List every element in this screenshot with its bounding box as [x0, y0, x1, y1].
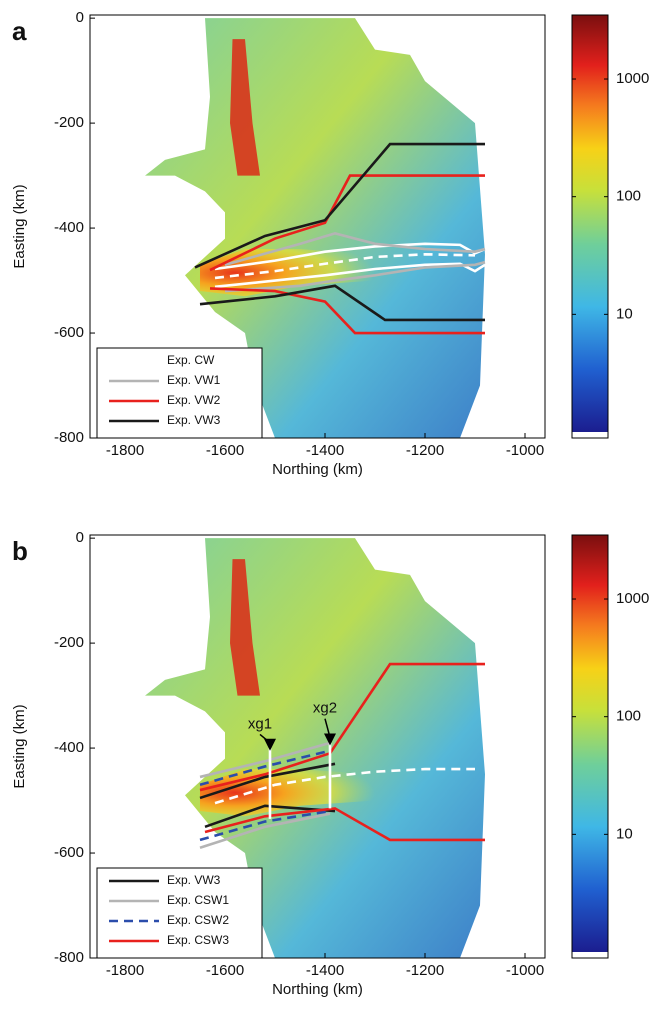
legend-label: Exp. CW: [167, 353, 215, 367]
y-tick-label: -600: [54, 324, 84, 341]
axes-frame: [89, 534, 546, 959]
flowline: [199, 749, 331, 842]
y-tick-label: -200: [54, 634, 84, 651]
arrow-head: [324, 733, 336, 746]
colorbar-tick-label: 1000: [616, 70, 649, 87]
legend-label: Exp. VW2: [167, 393, 221, 407]
y-tick-label: -200: [54, 114, 84, 131]
x-tick-label: -1600: [206, 962, 244, 979]
colorbar-frame: [571, 14, 609, 439]
x-tick-label: -1800: [106, 442, 144, 459]
y-axis-label: Easting (km): [11, 704, 28, 788]
legend-label: Exp. CSW1: [167, 893, 229, 907]
colorbar: [572, 535, 608, 952]
legend-label: Exp. VW1: [167, 373, 221, 387]
panel-label: a: [12, 16, 27, 46]
flowline: [199, 762, 336, 829]
annotation: xg1: [248, 715, 272, 732]
legend-label: Exp. VW3: [167, 413, 221, 427]
flowline: [214, 253, 476, 280]
x-tick-label: -1200: [406, 442, 444, 459]
flowline: [194, 142, 485, 322]
x-axis-label: Northing (km): [272, 461, 363, 478]
y-tick-label: -400: [54, 739, 84, 756]
y-tick-label: 0: [76, 9, 84, 26]
y-tick-label: -800: [54, 949, 84, 966]
y-tick-label: -400: [54, 219, 84, 236]
legend-box: [96, 867, 263, 959]
panel: -1800 -1600 -1400 -1200 -1000 0 -200 -400 -600 -8…: [11, 529, 649, 998]
flowline: [224, 231, 486, 293]
y-tick-label: -800: [54, 429, 84, 446]
y-tick-label: 0: [76, 529, 84, 546]
colorbar: [572, 15, 608, 432]
map-region: [230, 559, 260, 696]
legend-label: Exp. CSW2: [167, 913, 229, 927]
y-tick-label: -600: [54, 844, 84, 861]
legend-label: Exp. VW3: [167, 873, 221, 887]
flowline: [214, 767, 475, 805]
x-tick-label: -1000: [506, 962, 544, 979]
colorbar-tick-label: 10: [616, 305, 633, 322]
map-region: [230, 39, 260, 176]
colorbar-tick-label: 10: [616, 825, 633, 842]
colorbar-frame: [571, 534, 609, 959]
x-tick-label: -1800: [106, 962, 144, 979]
x-tick-label: -1600: [206, 442, 244, 459]
colorbar-tick-label: 100: [616, 708, 641, 725]
flowline: [209, 174, 485, 335]
legend-label: Exp. CSW3: [167, 933, 229, 947]
axes-frame: [89, 14, 546, 439]
flowline: [199, 741, 331, 850]
legend-box: [96, 347, 263, 439]
x-axis-label: Northing (km): [272, 981, 363, 998]
colorbar-tick-label: 100: [616, 188, 641, 205]
colorbar-tick-label: 1000: [616, 590, 649, 607]
panel: -1800 -1600 -1400 -1200 -1000 0 -200 -400 -600 -8…: [11, 9, 649, 478]
flowline: [268, 740, 332, 819]
x-tick-label: -1400: [306, 962, 344, 979]
annotation: xg2: [313, 700, 337, 717]
y-axis-label: Easting (km): [11, 184, 28, 268]
x-tick-label: -1000: [506, 442, 544, 459]
arrow-head: [264, 738, 276, 751]
panel-label: b: [12, 536, 28, 566]
x-tick-label: -1200: [406, 962, 444, 979]
x-tick-label: -1400: [306, 442, 344, 459]
